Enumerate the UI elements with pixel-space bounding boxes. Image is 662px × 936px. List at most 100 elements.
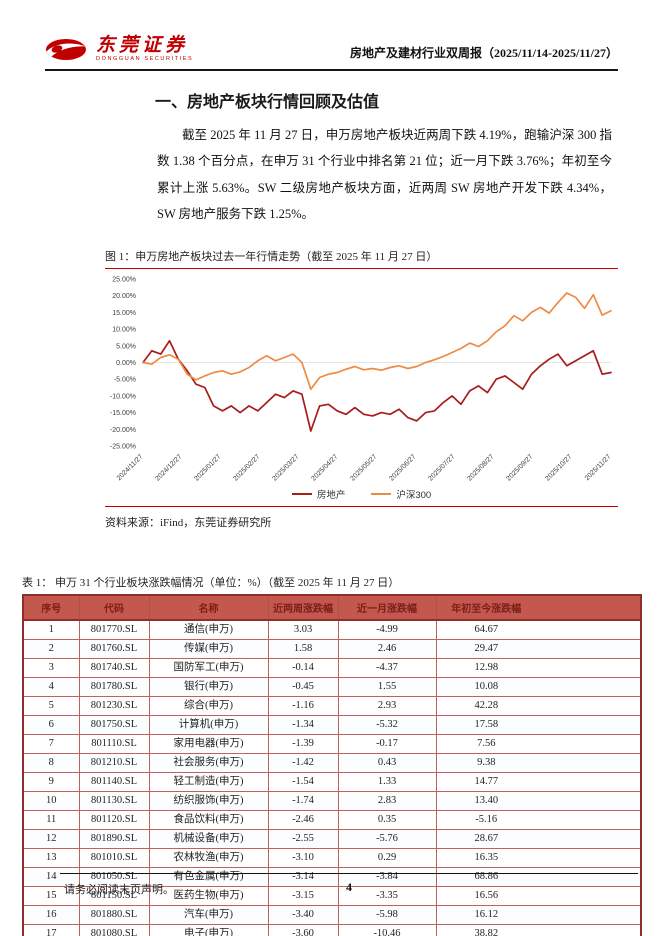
table-row: 16 801880.SL 汽车(申万) -3.40 -5.98 16.12 [22,904,642,925]
legend-swatch-icon [291,492,312,495]
y-axis-tick: -15.00% [110,410,136,417]
legend-item: 沪深300 [371,487,431,501]
table-row: 8 801210.SL 社会服务(申万) -1.42 0.43 9.38 [22,752,642,773]
table-cell: 社会服务(申万) [148,752,269,773]
table-cell: 38.82 [435,923,642,936]
table-cell: -1.34 [267,714,339,735]
y-axis-tick: 5.00% [116,343,136,350]
legend-item: 房地产 [291,487,346,501]
table-cell: 801140.SL [78,771,150,792]
table-cell: 801780.SL [78,676,150,697]
table-cell: 13 [22,847,80,868]
table-cell: 机械设备(申万) [148,828,269,849]
table-cell: 1.33 [337,771,437,792]
report-title: 房地产及建材行业双周报（2025/11/14-2025/11/27） [349,45,618,60]
brand-text: 东莞证券 DONGGUAN SECURITIES [96,36,193,63]
table-cell: 传媒(申万) [148,638,269,659]
column-header: 近一月涨跌幅 [337,593,437,621]
table-cell: 14.77 [435,771,642,792]
chart-legend: 房地产 沪深300 [105,487,618,501]
column-header: 名称 [148,593,269,621]
table-cell: 农林牧渔(申万) [148,847,269,868]
table-cell: -5.16 [435,809,642,830]
legend-label: 沪深300 [396,489,432,501]
y-axis-tick: 20.00% [112,293,136,300]
table-cell: 801130.SL [78,790,150,811]
table-cell: 计算机(申万) [148,714,269,735]
table-cell: 5 [22,695,80,716]
figure-source: 资料来源：iFind，东莞证券研究所 [105,516,272,529]
y-axis-tick: -20.00% [110,426,136,433]
x-axis-tick: 2025/05/27 [349,453,378,482]
table-cell: 3.03 [267,619,339,640]
table-row: 11 801120.SL 食品饮料(申万) -2.46 0.35 -5.16 [22,809,642,830]
table-cell: -1.16 [267,695,339,716]
table-cell: -0.17 [337,733,437,754]
table-cell: -3.40 [267,904,339,925]
section-title: 一、房地产板块行情回顾及估值 [155,93,380,111]
table-cell: 801230.SL [78,695,150,716]
footer-disclaimer: 请务必阅读末页声明。 [64,884,174,896]
table-row: 13 801010.SL 农林牧渔(申万) -3.10 0.29 16.35 [22,847,642,868]
table-row: 9 801140.SL 轻工制造(申万) -1.54 1.33 14.77 [22,771,642,792]
table-row: 14 801050.SL 有色金属(申万) -3.14 -3.84 68.86 [22,866,642,887]
series-line-沪深300 [142,291,612,390]
brand-name-en: DONGGUAN SECURITIES [96,56,194,62]
table-cell: 10 [22,790,80,811]
table-cell: -5.98 [337,904,437,925]
x-axis-tick: 2024/11/27 [116,453,145,482]
page-number: 4 [346,880,352,894]
table-cell: 纺织服饰(申万) [148,790,269,811]
table-cell: 801760.SL [78,638,150,659]
table-cell: -10.46 [337,923,437,936]
table-cell: 1.55 [337,676,437,697]
table-row: 3 801740.SL 国防军工(申万) -0.14 -4.37 12.98 [22,657,642,678]
table-cell: 12.98 [435,657,642,678]
y-axis-tick: -5.00% [114,376,136,383]
table-cell: 0.43 [337,752,437,773]
table-cell: -1.54 [267,771,339,792]
table-cell: 12 [22,828,80,849]
table-row: 5 801230.SL 综合(申万) -1.16 2.93 42.28 [22,695,642,716]
x-axis-tick: 2025/03/27 [271,453,300,482]
table-cell: 银行(申万) [148,676,269,697]
table-cell: 家用电器(申万) [148,733,269,754]
table-cell: -3.60 [267,923,339,936]
price-line-chart: 25.00% 20.00% 15.00% 10.00% 5.00% 0.00% -5.00%… [110,276,613,482]
table-cell: -3.10 [267,847,339,868]
legend-label: 房地产 [316,489,346,501]
column-header: 序号 [22,593,80,621]
table-cell: 801750.SL [78,714,150,735]
table-row: 12 801890.SL 机械设备(申万) -2.55 -5.76 28.67 [22,828,642,849]
column-header: 年初至今涨跌幅 [435,593,642,621]
table-cell: 1 [22,619,80,640]
x-axis-tick: 2025/06/27 [388,453,417,482]
table-cell: 801110.SL [78,733,150,754]
table-cell: -5.32 [337,714,437,735]
brand-name-cn: 东莞证券 [96,35,189,56]
table-cell: 8 [22,752,80,773]
table-cell: 1.58 [267,638,339,659]
table-cell: 有色金属(申万) [148,866,269,887]
x-axis-tick: 2025/04/27 [310,453,339,482]
table-cell: 17 [22,923,80,936]
table-cell: 2.46 [337,638,437,659]
table-cell: 13.40 [435,790,642,811]
table-cell: 7.56 [435,733,642,754]
table-cell: 2.93 [337,695,437,716]
summary-paragraph: 截至 2025 年 11 月 27 日，申万房地产板块近两周下跌 4.19%，跑… [157,127,612,222]
table-cell: 国防军工(申万) [148,657,269,678]
series-line-房地产 [142,339,612,432]
table-cell: 综合(申万) [148,695,269,716]
table-row: 17 801080.SL 电子(申万) -3.60 -10.46 38.82 [22,923,642,936]
table-cell: -0.45 [267,676,339,697]
table-cell: 电子(申万) [148,923,269,936]
y-axis-tick: -10.00% [110,393,136,400]
table-cell: -0.14 [267,657,339,678]
table-row: 6 801750.SL 计算机(申万) -1.34 -5.32 17.58 [22,714,642,735]
x-axis-tick: 2025/10/27 [544,453,573,482]
table-cell: 68.86 [435,866,642,887]
table-row: 10 801130.SL 纺织服饰(申万) -1.74 2.83 13.40 [22,790,642,811]
x-axis-tick: 2025/11/27 [584,453,613,482]
table-cell: 0.35 [337,809,437,830]
